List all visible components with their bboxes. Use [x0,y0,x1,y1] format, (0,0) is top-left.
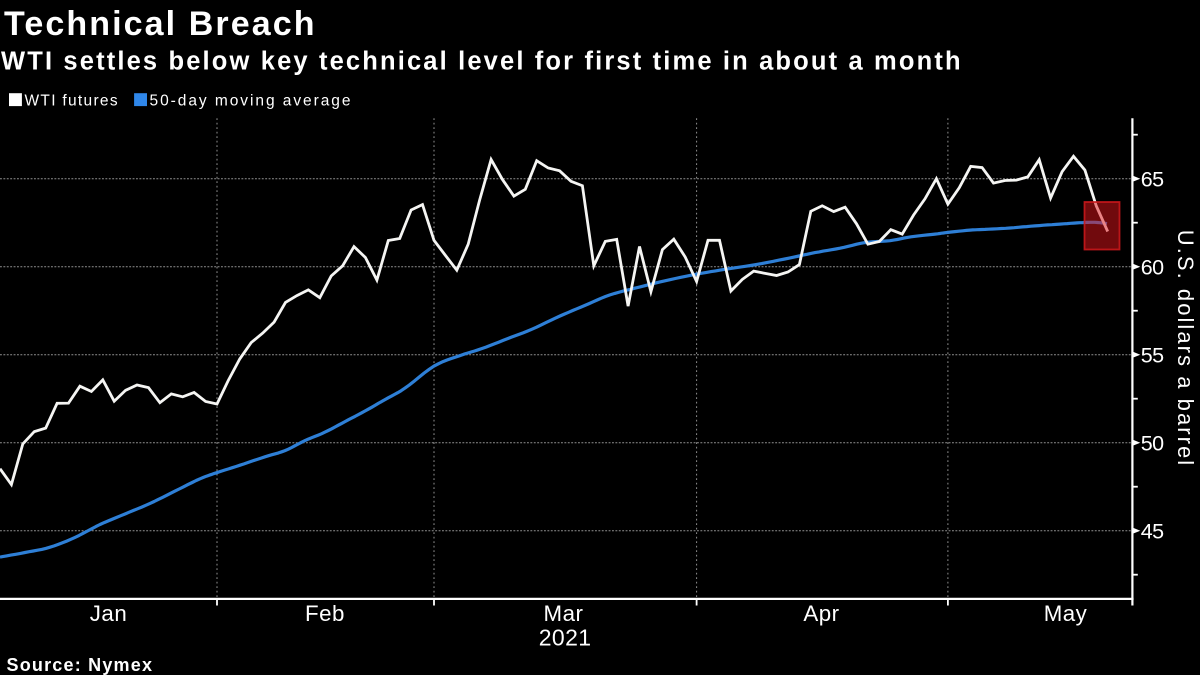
svg-text:May: May [1044,601,1088,626]
svg-text:WTI futures: WTI futures [25,93,119,110]
svg-text:45: 45 [1141,520,1164,544]
svg-text:60: 60 [1141,256,1164,280]
svg-text:Mar: Mar [544,601,584,626]
svg-text:2021: 2021 [539,625,592,651]
svg-text:55: 55 [1141,344,1164,368]
svg-text:65: 65 [1141,168,1164,192]
svg-text:Technical Breach: Technical Breach [4,5,317,43]
svg-text:Jan: Jan [90,601,127,626]
svg-text:U.S. dollars a barrel: U.S. dollars a barrel [1173,230,1198,467]
svg-text:Source: Nymex: Source: Nymex [7,655,154,675]
svg-text:WTI settles below key technica: WTI settles below key technical level fo… [1,47,963,75]
svg-text:Apr: Apr [803,601,839,626]
svg-text:50: 50 [1141,432,1164,456]
svg-text:50-day moving average: 50-day moving average [150,93,353,110]
svg-text:Feb: Feb [305,601,345,626]
